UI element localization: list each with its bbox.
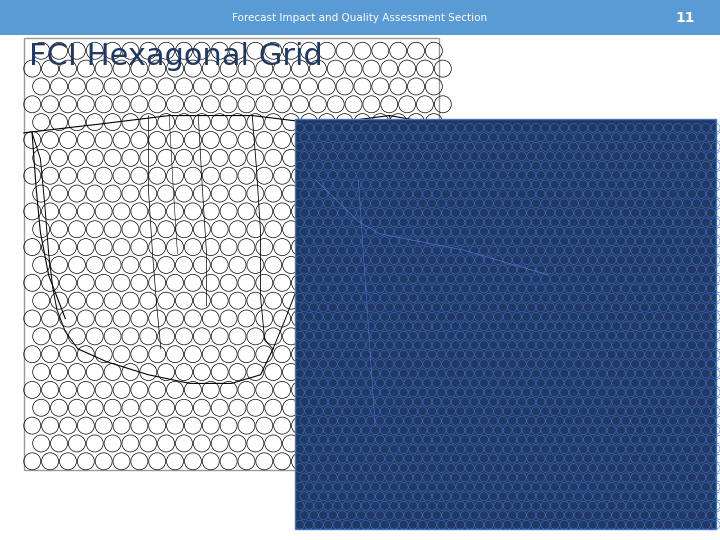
Text: FCI Hexagonal Grid: FCI Hexagonal Grid (29, 42, 323, 71)
Bar (24, 38, 439, 470)
Bar (295, 119, 716, 529)
Text: 11: 11 (675, 11, 695, 25)
Text: Forecast Impact and Quality Assessment Section: Forecast Impact and Quality Assessment S… (233, 13, 487, 23)
Bar (0, 0, 720, 35)
